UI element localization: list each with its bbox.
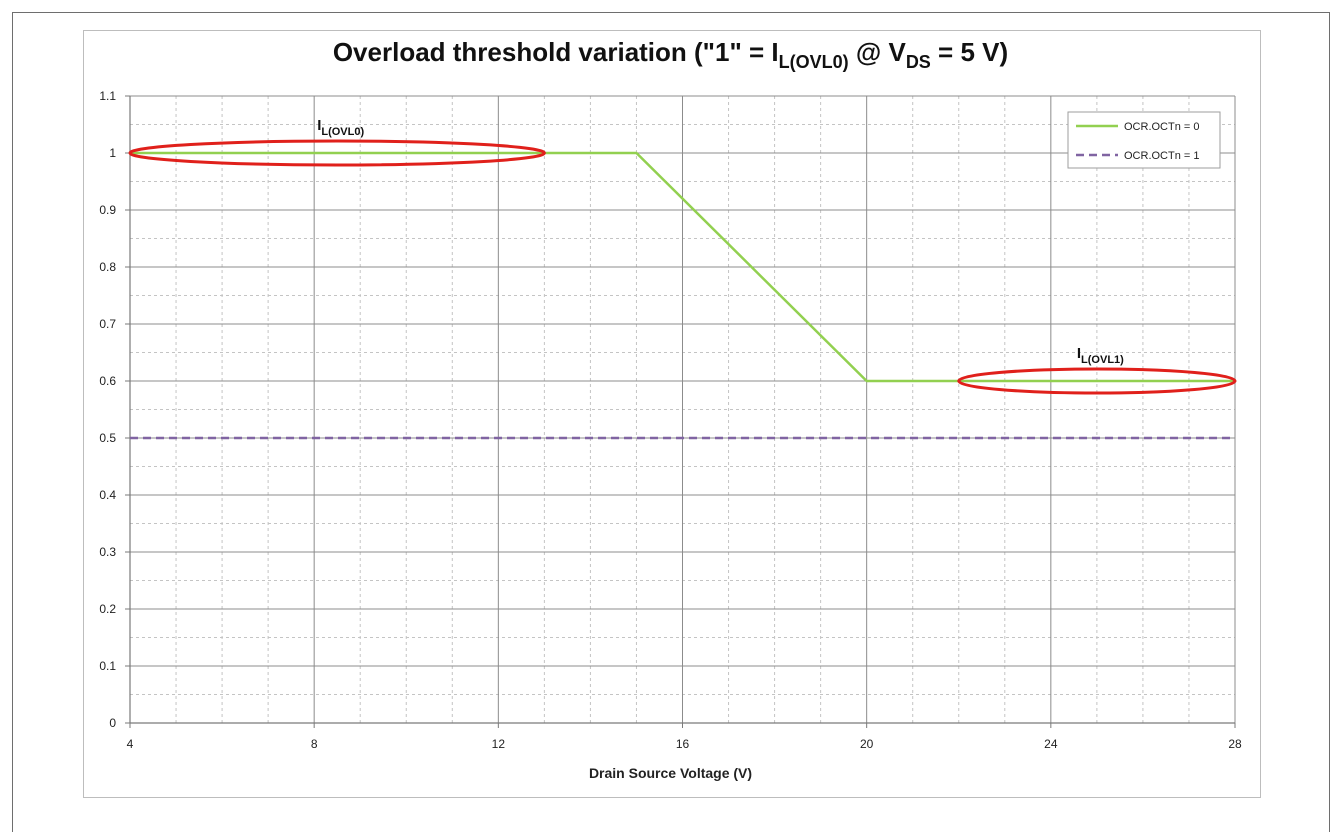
annotation-label: IL(OVL0)	[317, 117, 364, 138]
y-tick-label: 0.8	[99, 260, 116, 274]
y-tick-label: 0.4	[99, 488, 116, 502]
chart-area	[83, 30, 1261, 798]
page-frame	[12, 12, 1330, 832]
y-tick-label: 1.1	[99, 89, 116, 103]
y-tick-label: 0.6	[99, 374, 116, 388]
x-tick-label: 8	[311, 737, 318, 751]
x-tick-label: 16	[676, 737, 690, 751]
annotation-ellipse	[128, 139, 546, 167]
x-tick-label: 20	[860, 737, 874, 751]
annotation-ellipse	[957, 367, 1237, 395]
y-tick-label: 0.1	[99, 659, 116, 673]
y-tick-label: 0.3	[99, 545, 116, 559]
y-tick-label: 0.2	[99, 602, 116, 616]
x-tick-label: 24	[1044, 737, 1058, 751]
y-tick-label: 0	[109, 716, 116, 730]
y-tick-label: 0.9	[99, 203, 116, 217]
legend-entry: OCR.OCTn = 0	[1124, 121, 1200, 133]
x-tick-label: 12	[492, 737, 506, 751]
x-tick-label: 28	[1228, 737, 1242, 751]
chart-title: Overload threshold variation ("1" = IL(O…	[333, 37, 1008, 72]
x-axis-label: Drain Source Voltage (V)	[589, 765, 752, 781]
y-tick-label: 0.5	[99, 431, 116, 445]
x-tick-label: 4	[127, 737, 134, 751]
y-tick-label: 0.7	[99, 317, 116, 331]
y-tick-label: 1	[109, 146, 116, 160]
annotation-label: IL(OVL1)	[1077, 345, 1124, 366]
series-line	[130, 151, 1235, 383]
legend-entry: OCR.OCTn = 1	[1124, 150, 1200, 162]
legend-box	[1067, 111, 1221, 169]
